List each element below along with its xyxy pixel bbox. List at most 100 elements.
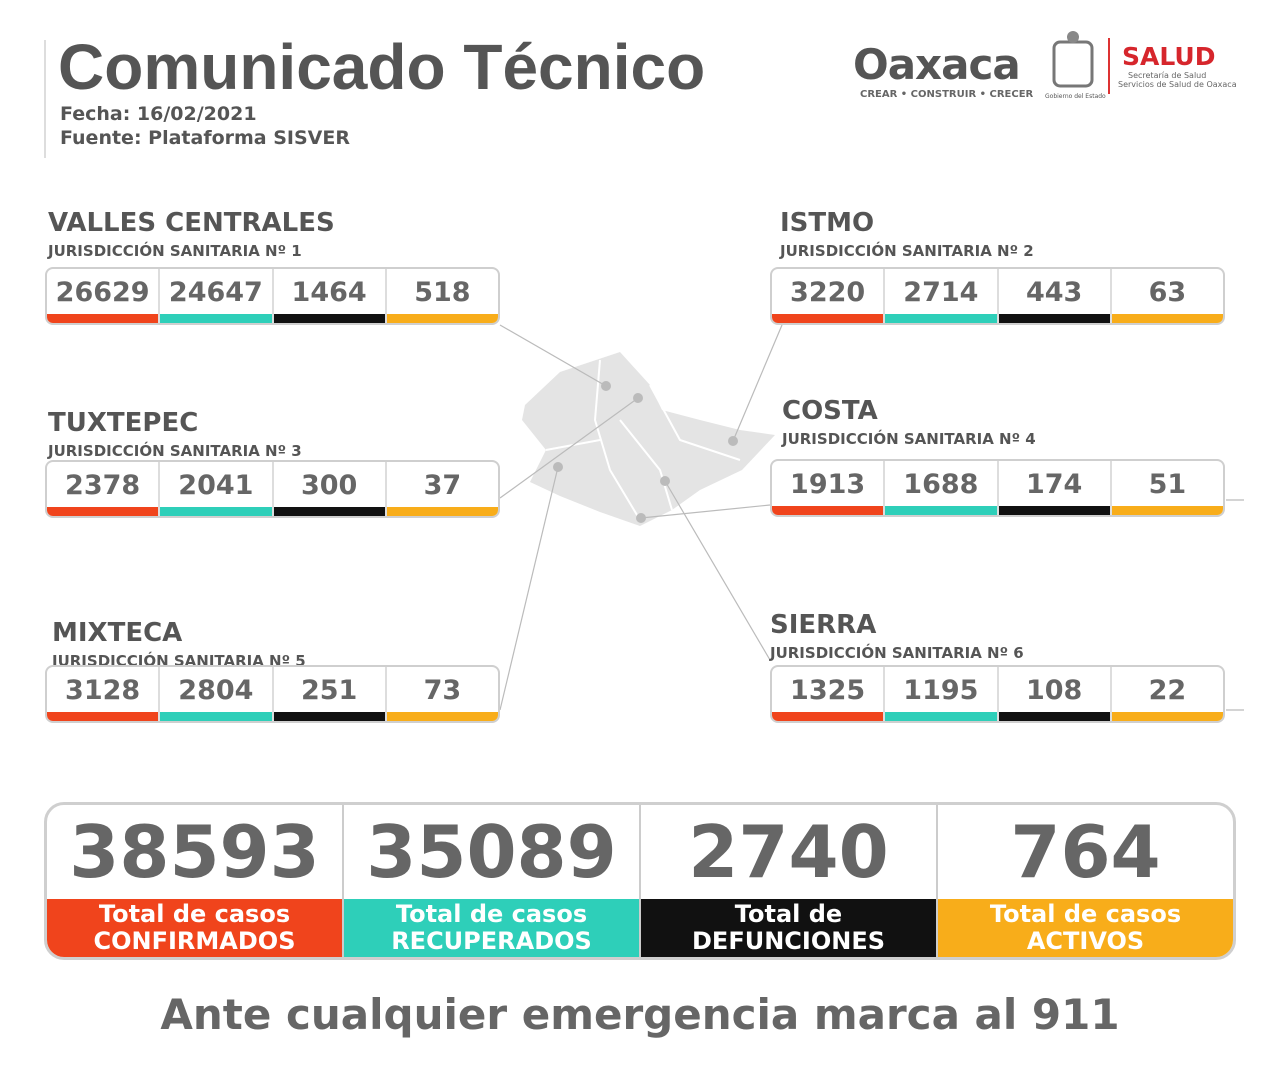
color-bar xyxy=(998,314,1110,323)
region-value: 2041 xyxy=(160,462,274,516)
total-label: Total de DEFUNCIONES xyxy=(641,899,936,957)
color-bar xyxy=(386,314,498,323)
connector xyxy=(499,397,639,499)
color-bar xyxy=(885,506,997,515)
region-value: 443 xyxy=(998,269,1112,323)
label-line: Total de casos xyxy=(989,900,1182,928)
color-bar xyxy=(772,506,884,515)
region-name: TUXTEPEC xyxy=(48,408,199,438)
title: Comunicado Técnico xyxy=(58,31,706,103)
color-bar xyxy=(47,712,159,721)
region-name: VALLES CENTRALES xyxy=(48,208,335,238)
region-value: 108 xyxy=(998,667,1112,721)
label-line: RECUPERADOS xyxy=(391,927,592,955)
label-line: Total de casos xyxy=(395,900,588,928)
region-value: 1325 xyxy=(772,667,886,721)
region-subtitle: JURISDICCIÓN SANITARIA Nº 6 xyxy=(770,644,1024,662)
region-subtitle: JURISDICCIÓN SANITARIA Nº 3 xyxy=(48,442,302,460)
map-borders xyxy=(545,359,741,521)
connector xyxy=(664,480,771,661)
total-value: 35089 xyxy=(366,810,617,894)
color-bar xyxy=(772,314,884,323)
point xyxy=(728,436,738,446)
color-bar xyxy=(386,507,498,516)
region-value: 2378 xyxy=(47,462,161,516)
color-bar xyxy=(273,712,385,721)
region-value: 51 xyxy=(1111,461,1223,515)
health-line: Servicios de Salud de Oaxaca xyxy=(1118,80,1237,89)
connector xyxy=(499,324,607,387)
map-points xyxy=(553,381,738,523)
color-bar xyxy=(772,712,884,721)
color-bar xyxy=(273,314,385,323)
total-cell: 764 Total de casos ACTIVOS xyxy=(938,805,1233,957)
color-bar xyxy=(160,712,272,721)
region-value: 1195 xyxy=(885,667,999,721)
region-value: 73 xyxy=(386,667,498,721)
color-bar xyxy=(273,507,385,516)
label-line: Total de casos xyxy=(98,900,291,928)
label-line: Total de xyxy=(734,900,843,928)
point xyxy=(636,513,646,523)
color-bar xyxy=(1111,712,1223,721)
date: Fecha: 16/02/2021 xyxy=(60,103,257,125)
color-bar xyxy=(386,712,498,721)
total-cell: 2740 Total de DEFUNCIONES xyxy=(641,805,938,957)
source: Fuente: Plataforma SISVER xyxy=(60,127,350,149)
total-value: 2740 xyxy=(688,810,889,894)
health-line: Secretaría de Salud xyxy=(1128,71,1207,80)
color-bar xyxy=(885,314,997,323)
label-line: DEFUNCIONES xyxy=(692,927,885,955)
color-bar xyxy=(1111,506,1223,515)
region-name: SIERRA xyxy=(770,610,877,640)
region-subtitle: JURISDICCIÓN SANITARIA Nº 2 xyxy=(780,242,1034,260)
connector xyxy=(640,504,771,519)
region-value: 37 xyxy=(386,462,498,516)
region-value: 2804 xyxy=(160,667,274,721)
point xyxy=(601,381,611,391)
logo-divider xyxy=(1108,38,1110,94)
label-line: ACTIVOS xyxy=(1026,927,1145,955)
point xyxy=(553,462,563,472)
connector xyxy=(732,324,783,442)
region-value: 1688 xyxy=(885,461,999,515)
point xyxy=(660,476,670,486)
state-map xyxy=(522,352,775,526)
region-box: 26629 24647 1464 518 xyxy=(45,267,500,325)
point xyxy=(633,393,643,403)
total-label: Total de casos RECUPERADOS xyxy=(344,899,639,957)
region-name: MIXTECA xyxy=(52,618,183,648)
total-value: 764 xyxy=(1010,810,1161,894)
crest xyxy=(1067,31,1079,43)
region-value: 518 xyxy=(386,269,498,323)
health-logo: SALUD xyxy=(1122,42,1216,71)
motto: CREAR • CONSTRUIR • CRECER xyxy=(860,89,1034,100)
color-bar xyxy=(160,314,272,323)
region-value: 22 xyxy=(1111,667,1223,721)
region-value: 1913 xyxy=(772,461,886,515)
totals-box: 38593 Total de casos CONFIRMADOS 35089 Total… xyxy=(44,802,1236,960)
region-value: 3220 xyxy=(772,269,886,323)
color-bar xyxy=(1111,314,1223,323)
total-value: 38593 xyxy=(69,810,320,894)
government: Gobierno del Estado xyxy=(1045,93,1106,100)
region-value: 24647 xyxy=(160,269,274,323)
total-label: Total de casos CONFIRMADOS xyxy=(47,899,342,957)
region-subtitle: JURISDICCIÓN SANITARIA Nº 1 xyxy=(48,242,302,260)
region-value: 2714 xyxy=(885,269,999,323)
state-logo: Oaxaca xyxy=(853,40,1021,89)
region-name: COSTA xyxy=(782,396,878,426)
color-bar xyxy=(47,507,159,516)
region-subtitle: JURISDICCIÓN SANITARIA Nº 4 xyxy=(782,430,1036,448)
color-bar xyxy=(160,507,272,516)
region-value: 63 xyxy=(1111,269,1223,323)
connectors xyxy=(499,324,1244,711)
label-line: CONFIRMADOS xyxy=(93,927,296,955)
region-box: 1913 1688 174 51 xyxy=(770,459,1225,517)
total-label: Total de casos ACTIVOS xyxy=(938,899,1233,957)
color-bar xyxy=(998,506,1110,515)
region-value: 251 xyxy=(273,667,387,721)
region-value: 26629 xyxy=(47,269,161,323)
